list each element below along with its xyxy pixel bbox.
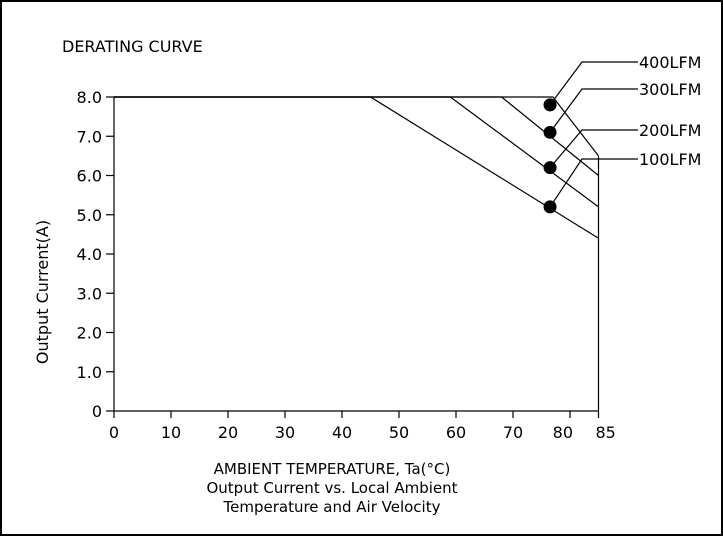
x-tick-label: 85 [596, 423, 616, 442]
y-tick-label: 8.0 [77, 88, 102, 107]
legend-label-400lfm: 400LFM [639, 53, 701, 72]
legend-label-100lfm: 100LFM [639, 150, 701, 169]
caption-line-2: Temperature and Air Velocity [223, 498, 441, 516]
x-tick-label: 80 [553, 423, 573, 442]
x-axis-label: AMBIENT TEMPERATURE, Ta(°C) [213, 460, 451, 478]
legend-label-200lfm: 200LFM [639, 121, 701, 140]
series-line-300lfm [114, 96, 599, 176]
x-tick-label: 40 [332, 423, 352, 442]
x-tick-label: 30 [275, 423, 295, 442]
x-tick-label: 50 [389, 423, 409, 442]
y-tick-label: 2.0 [77, 324, 102, 343]
caption-line-1: Output Current vs. Local Ambient [206, 479, 458, 497]
y-tick-label: 0 [92, 402, 102, 421]
series-line-400lfm [114, 96, 599, 157]
series-line-200lfm [114, 96, 599, 208]
series-markers [543, 98, 557, 214]
y-tick-label: 4.0 [77, 245, 102, 264]
series-line-100lfm [114, 96, 599, 239]
legend: 100LFM 200LFM 300LFM 400LFM [549, 53, 701, 208]
x-tick-label: 0 [109, 423, 119, 442]
y-tick-label: 5.0 [77, 206, 102, 225]
y-tick-label: 7.0 [77, 127, 102, 146]
leader-line-400lfm [549, 61, 638, 106]
axes: 0 1.0 2.0 3.0 4.0 5.0 6.0 7.0 8.0 0 10 20 30 40 50 60 70… [77, 88, 616, 442]
y-tick-label: 3.0 [77, 284, 102, 303]
y-tick-label: 6.0 [77, 167, 102, 186]
leader-line-200lfm [549, 129, 638, 169]
series-lines [114, 96, 599, 239]
chart-title: DERATING CURVE [62, 37, 203, 56]
leader-line-300lfm [549, 88, 638, 133]
leader-line-100lfm [549, 158, 638, 208]
x-tick-label: 70 [503, 423, 523, 442]
x-tick-label: 60 [446, 423, 466, 442]
x-tick-label: 20 [218, 423, 238, 442]
legend-label-300lfm: 300LFM [639, 80, 701, 99]
y-tick-label: 1.0 [77, 363, 102, 382]
x-tick-label: 10 [161, 423, 181, 442]
y-axis-label: Output Current(A) [33, 220, 52, 364]
